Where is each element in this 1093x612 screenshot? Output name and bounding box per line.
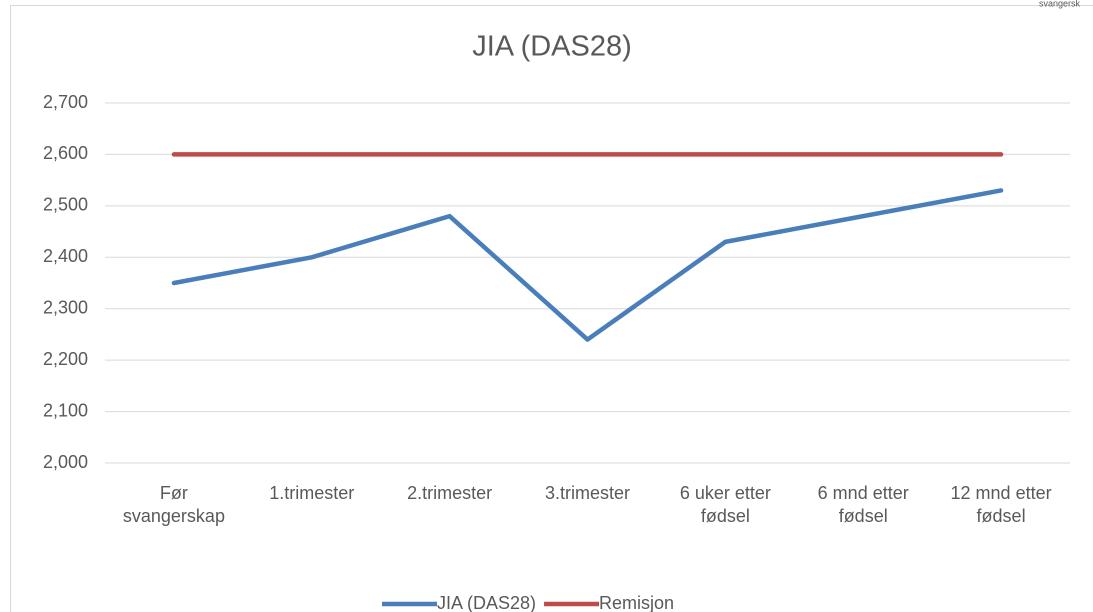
legend-label: JIA (DAS28) bbox=[437, 593, 536, 612]
x-tick-label: Før svangerskap bbox=[122, 483, 225, 526]
x-tick-label: 6 mnd etter fødsel bbox=[817, 483, 909, 526]
y-tick-label: 2,000 bbox=[43, 452, 88, 472]
chart-title: JIA (DAS28) bbox=[472, 31, 632, 63]
x-tick-label: 3.trimester bbox=[544, 483, 631, 503]
y-tick-label: 2,100 bbox=[43, 400, 88, 420]
y-tick-label: 2,200 bbox=[43, 349, 88, 369]
y-tick-label: 2,500 bbox=[43, 195, 88, 215]
x-tick-label: 12 mnd etter fødsel bbox=[950, 483, 1052, 526]
x-tick-label: 1.trimester bbox=[269, 483, 355, 503]
y-tick-label: 2,400 bbox=[43, 246, 88, 266]
y-tick-label: 2,300 bbox=[43, 297, 88, 317]
x-tick-label: 2.trimester bbox=[407, 483, 493, 503]
legend-label: Remisjon bbox=[599, 593, 674, 612]
line-series bbox=[171, 188, 1004, 342]
x-tick-label: 6 uker etter fødsel bbox=[679, 483, 771, 526]
corner-text: svangersk bbox=[1039, 0, 1081, 8]
y-tick-label: 2,700 bbox=[43, 92, 88, 112]
y-tick-label: 2,600 bbox=[43, 143, 88, 163]
